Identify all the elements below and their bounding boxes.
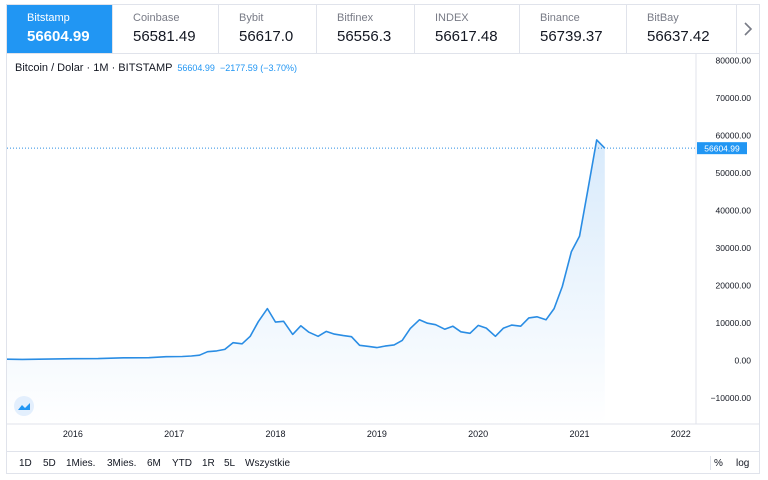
tab-name: Coinbase [133, 12, 180, 24]
tab-price: 56617.48 [435, 28, 498, 45]
x-tick-label: 2022 [671, 429, 691, 439]
tab-price: 56617.0 [239, 28, 294, 45]
period-3m[interactable]: 3Mies. [107, 458, 137, 469]
chevron-right-icon [744, 22, 753, 36]
y-tick-label: −10000.00 [711, 393, 752, 403]
tab-bitstamp[interactable]: Bitstamp 56604.99 [7, 5, 113, 53]
y-tick-label: 10000.00 [716, 318, 752, 328]
x-tick-label: 2016 [63, 429, 83, 439]
y-tick-label: 50000.00 [716, 168, 752, 178]
legend-title: Bitcoin / Dolar · 1M · BITSTAMP [15, 62, 173, 74]
tab-price: 56637.42 [647, 28, 710, 45]
y-tick-label: 30000.00 [716, 243, 752, 253]
x-tick-label: 2021 [569, 429, 589, 439]
tab-name: Bitstamp [27, 12, 70, 24]
period-ytd[interactable]: YTD [172, 458, 192, 469]
period-1y[interactable]: 1R [202, 458, 215, 469]
period-1d[interactable]: 1D [19, 458, 32, 469]
last-price-label: 56604.99 [704, 144, 740, 154]
tab-index[interactable]: INDEX 56617.48 [415, 5, 520, 53]
toolbar-divider [710, 456, 711, 470]
tab-price: 56556.3 [337, 28, 392, 45]
tab-bybit[interactable]: Bybit 56617.0 [219, 5, 317, 53]
period-1m[interactable]: 1Mies. [66, 458, 96, 469]
tab-binance[interactable]: Binance 56739.37 [520, 5, 627, 53]
tab-price: 56604.99 [27, 28, 90, 45]
period-6m[interactable]: 6M [147, 458, 161, 469]
price-area-fill [7, 139, 605, 424]
tab-name: BitBay [647, 12, 679, 24]
tab-price: 56739.37 [540, 28, 603, 45]
period-5y[interactable]: 5L [224, 458, 236, 469]
period-5d[interactable]: 5D [43, 458, 56, 469]
legend-change: −2177.59 (−3.70%) [219, 63, 298, 73]
x-tick-label: 2020 [468, 429, 488, 439]
price-chart[interactable]: 56604.99 80000.00 70000.00 60000.00 50000.00… [7, 5, 759, 451]
chart-widget: Bitstamp 56604.99 Coinbase 56581.49 Bybi… [6, 4, 760, 474]
tab-name: Bitfinex [337, 12, 374, 24]
tab-coinbase[interactable]: Coinbase 56581.49 [113, 5, 219, 53]
tab-bitfinex[interactable]: Bitfinex 56556.3 [317, 5, 415, 53]
range-toolbar: 1D 5D 1Mies. 3Mies. 6M YTD 1R 5L Wszystk… [7, 451, 759, 474]
tab-price: 56581.49 [133, 28, 196, 45]
tab-name: INDEX [435, 12, 469, 24]
exchange-tabs: Bitstamp 56604.99 Coinbase 56581.49 Bybi… [7, 5, 759, 54]
y-tick-label: 0.00 [734, 355, 751, 365]
y-tick-label: 80000.00 [716, 55, 752, 65]
tradingview-logo-button[interactable] [14, 396, 34, 416]
tab-bitbay[interactable]: BitBay 56637.42 [627, 5, 737, 53]
chart-legend: Bitcoin / Dolar · 1M · BITSTAMP 56604.99… [15, 62, 297, 74]
tab-name: Bybit [239, 12, 264, 24]
x-tick-label: 2019 [367, 429, 387, 439]
tabs-next-button[interactable] [737, 5, 759, 53]
x-tick-label: 2018 [265, 429, 285, 439]
y-tick-label: 20000.00 [716, 280, 752, 290]
percent-scale-toggle[interactable]: % [714, 458, 723, 469]
log-scale-toggle[interactable]: log [736, 458, 750, 469]
tradingview-logo-icon [18, 402, 30, 410]
y-tick-label: 40000.00 [716, 205, 752, 215]
tab-name: Binance [540, 12, 580, 24]
period-all[interactable]: Wszystkie [245, 458, 290, 469]
legend-last-price: 56604.99 [177, 63, 215, 73]
y-tick-label: 70000.00 [716, 93, 752, 103]
price-line [7, 139, 606, 361]
last-price-label-bg [697, 142, 747, 155]
x-tick-label: 2017 [164, 429, 184, 439]
y-tick-label: 60000.00 [716, 130, 752, 140]
